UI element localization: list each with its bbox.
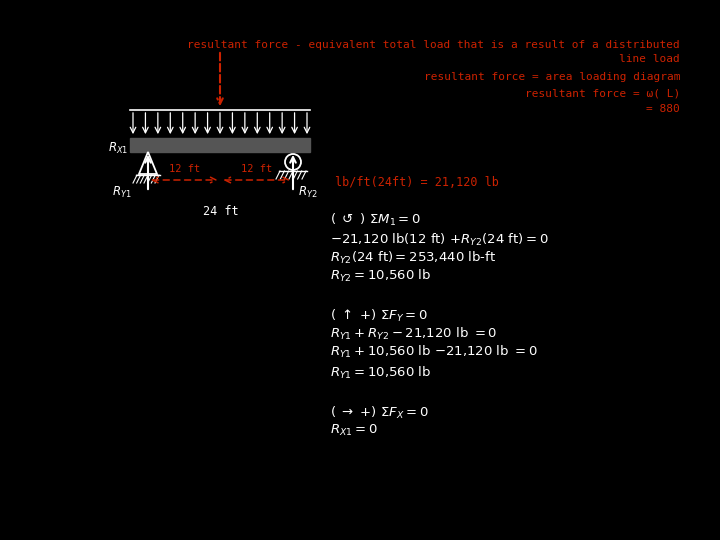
- Text: $R_{X1}$: $R_{X1}$: [108, 140, 128, 156]
- Bar: [130, 138, 310, 152]
- Text: ( $\uparrow$ +) $\Sigma F_Y = 0$: ( $\uparrow$ +) $\Sigma F_Y = 0$: [330, 308, 428, 324]
- Text: 24 ft: 24 ft: [203, 205, 238, 218]
- Text: line load: line load: [619, 54, 680, 64]
- Text: 12 ft: 12 ft: [168, 164, 200, 174]
- Text: ( $\rightarrow$ +) $\Sigma F_X = 0$: ( $\rightarrow$ +) $\Sigma F_X = 0$: [330, 405, 429, 421]
- Text: $R_{X1} = 0$: $R_{X1} = 0$: [330, 423, 377, 438]
- Text: lb/ft(24ft) = 21,120 lb: lb/ft(24ft) = 21,120 lb: [335, 176, 499, 188]
- Text: resultant force - equivalent total load that is a result of a distributed: resultant force - equivalent total load …: [187, 40, 680, 50]
- Text: $-21{,}120$ lb(12 ft) $+ R_{Y2}(24$ ft$) = 0$: $-21{,}120$ lb(12 ft) $+ R_{Y2}(24$ ft$)…: [330, 232, 549, 248]
- Text: $R_{Y1}$: $R_{Y1}$: [112, 185, 132, 200]
- Text: $R_{Y2}(24$ ft$) = 253{,}440$ lb-ft: $R_{Y2}(24$ ft$) = 253{,}440$ lb-ft: [330, 250, 496, 266]
- Text: $R_{Y1} = 10{,}560$ lb: $R_{Y1} = 10{,}560$ lb: [330, 365, 431, 381]
- Text: resultant force = ω( L): resultant force = ω( L): [525, 88, 680, 98]
- Text: 12 ft: 12 ft: [241, 164, 272, 174]
- Text: $R_{Y1} + 10{,}560$ lb $- 21{,}120$ lb $= 0$: $R_{Y1} + 10{,}560$ lb $- 21{,}120$ lb $…: [330, 344, 538, 360]
- Text: ( $\circlearrowleft$ ) $\Sigma M_1 = 0$: ( $\circlearrowleft$ ) $\Sigma M_1 = 0$: [330, 212, 421, 228]
- Text: = 880: = 880: [647, 104, 680, 114]
- Text: $R_{Y1} + R_{Y2} - 21{,}120$ lb $= 0$: $R_{Y1} + R_{Y2} - 21{,}120$ lb $= 0$: [330, 326, 498, 342]
- Text: resultant force = area loading diagram: resultant force = area loading diagram: [423, 72, 680, 82]
- Text: $R_{Y2}$: $R_{Y2}$: [298, 185, 318, 200]
- Text: $R_{Y2} = 10{,}560$ lb: $R_{Y2} = 10{,}560$ lb: [330, 268, 431, 284]
